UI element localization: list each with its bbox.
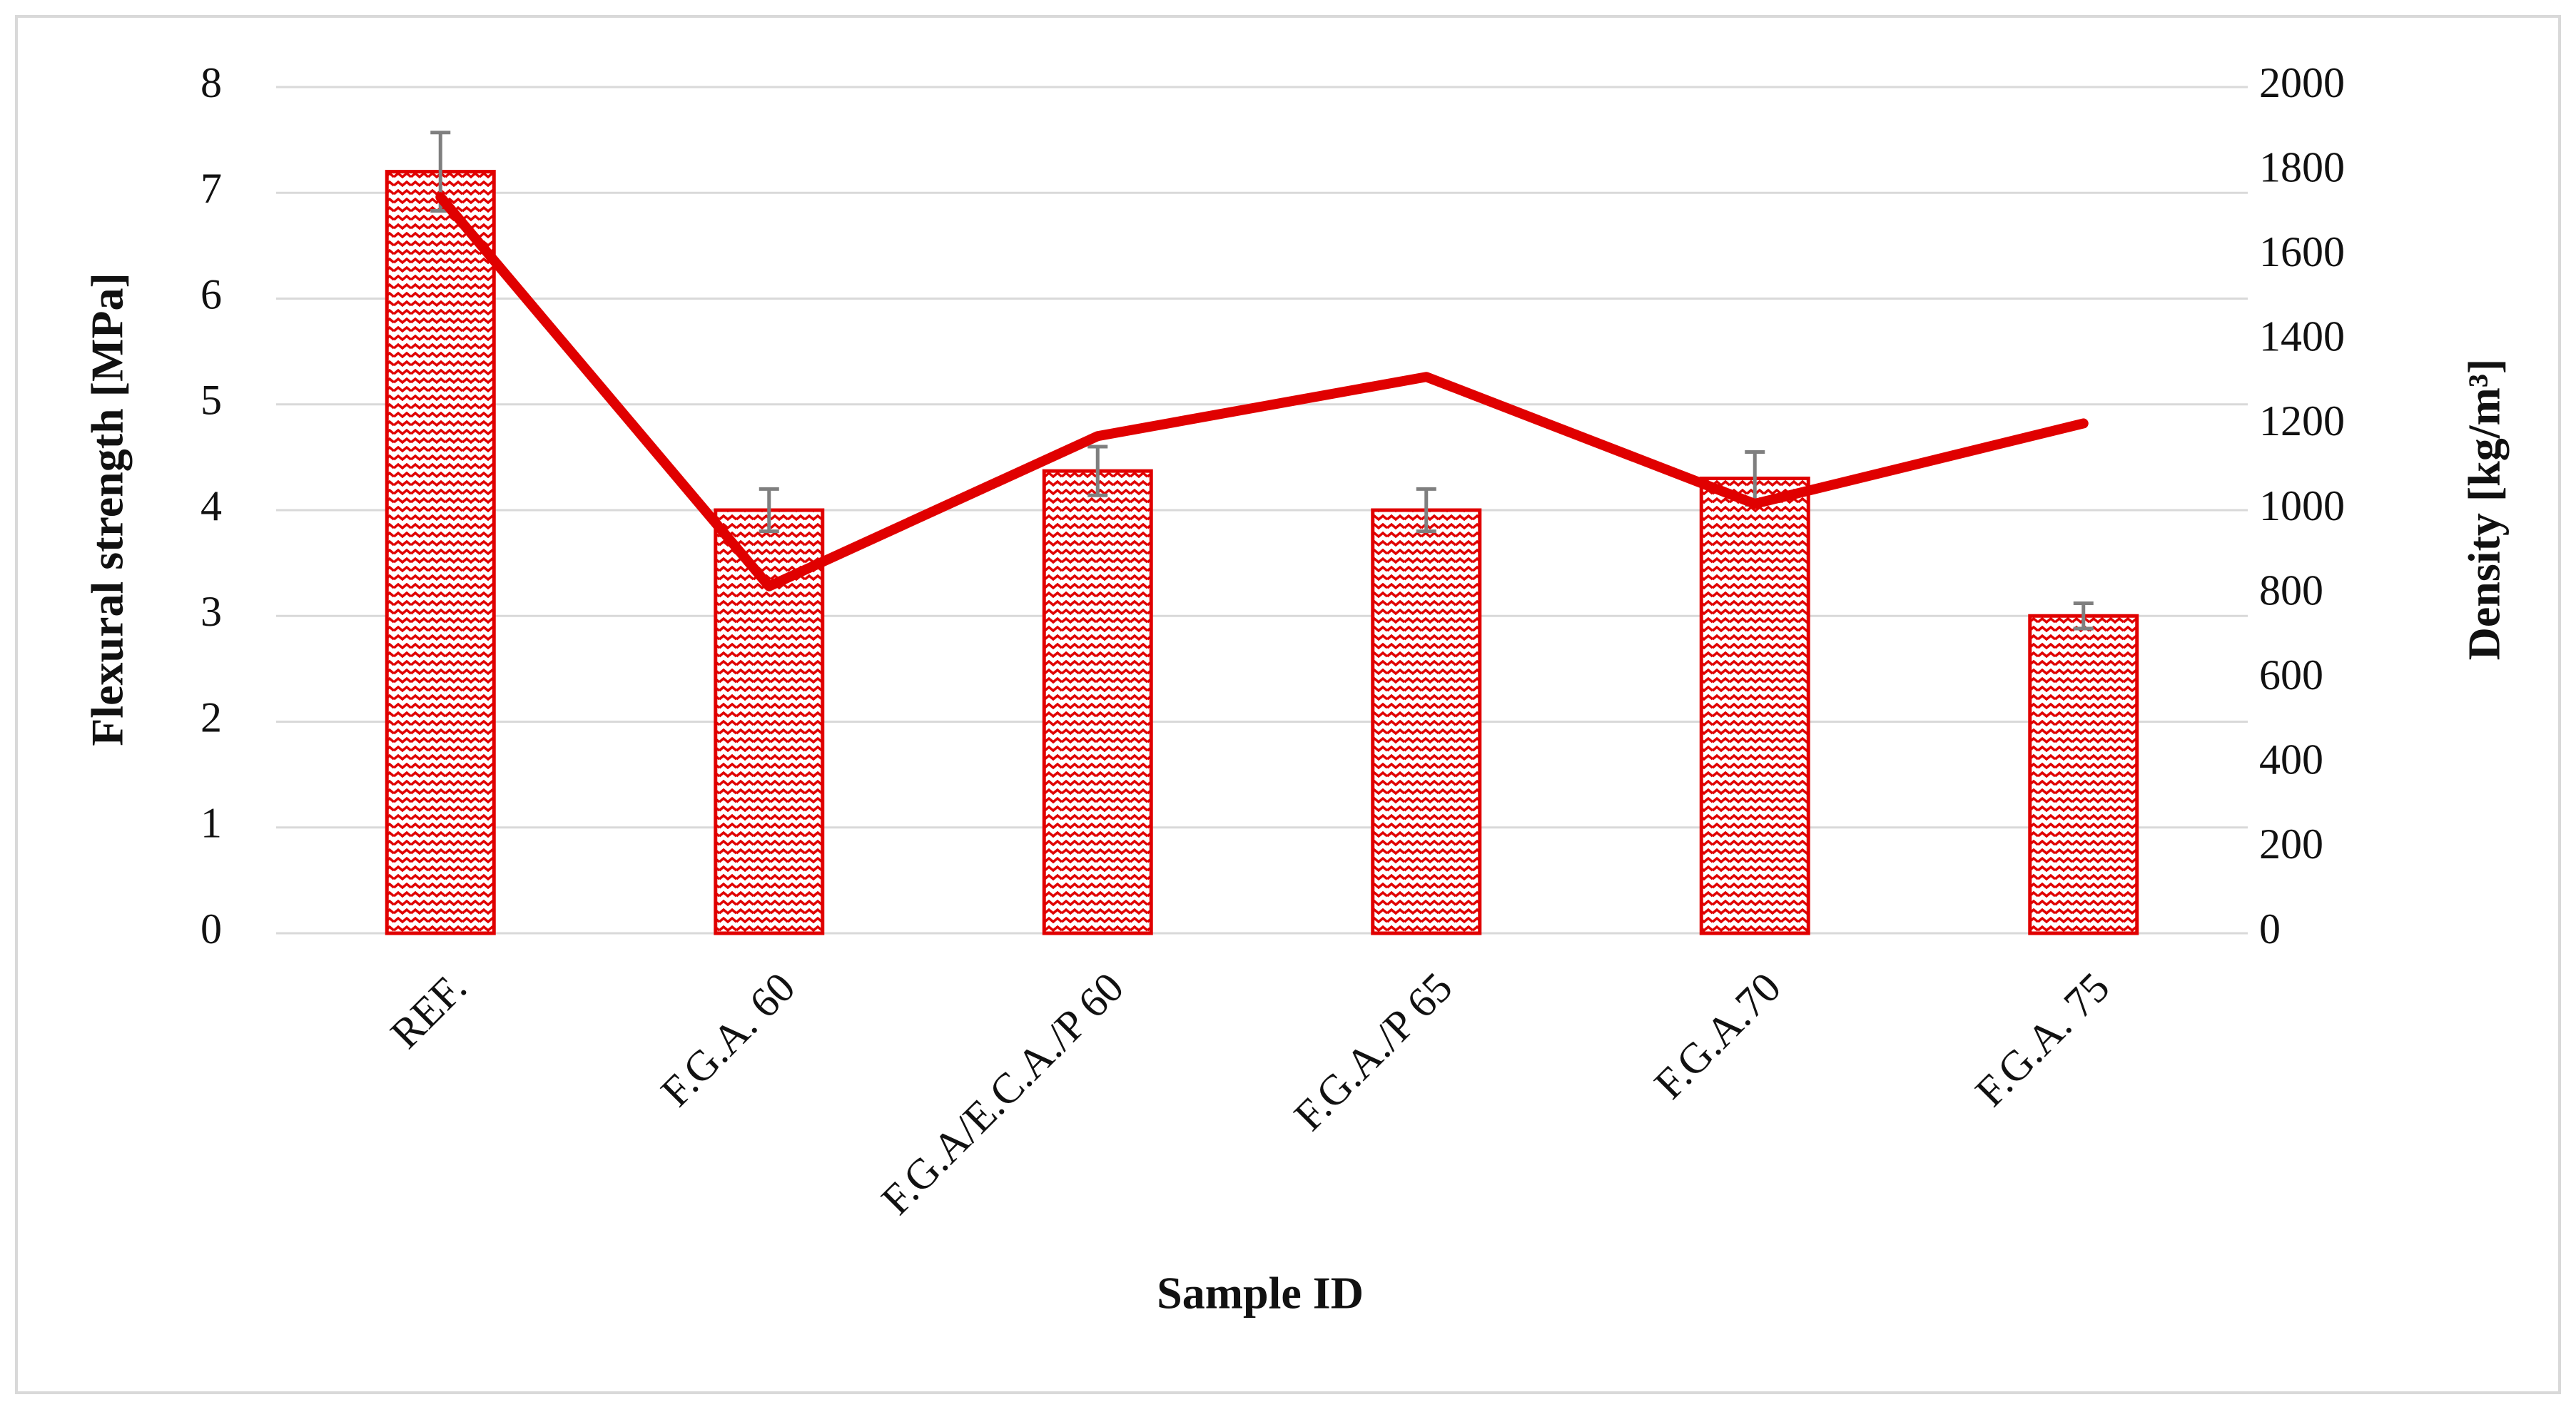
bar <box>385 170 496 935</box>
line <box>435 192 2089 591</box>
y-tick-label: 3 <box>201 588 222 635</box>
bar <box>1699 477 1810 935</box>
y2-tick-label: 1400 <box>2259 313 2345 360</box>
y2-tick-label: 800 <box>2259 567 2323 614</box>
y2-tick-label: 600 <box>2259 651 2323 699</box>
x-axis-title: Sample ID <box>1157 1268 1364 1319</box>
y-tick-label: 0 <box>201 905 222 953</box>
y-tick-label: 1 <box>201 800 222 847</box>
y-tick-label: 4 <box>201 482 222 529</box>
y2-tick-label: 1600 <box>2259 228 2345 275</box>
y-tick-label: 2 <box>201 694 222 741</box>
y2-axis-title: Density [kg/m³] <box>2459 359 2510 661</box>
y2-tick-label: 1800 <box>2259 143 2345 191</box>
error-bar <box>1416 487 1436 534</box>
error-bar <box>759 487 779 534</box>
y-axis-title: Flexural strength [MPa] <box>82 273 133 746</box>
y2-tick-label: 200 <box>2259 821 2323 868</box>
bar <box>2028 614 2139 935</box>
y2-tick-label: 1000 <box>2259 482 2345 529</box>
y2-tick-label: 1200 <box>2259 397 2345 445</box>
y-tick-label: 5 <box>201 377 222 424</box>
error-bar <box>2073 601 2094 631</box>
y-tick-label: 6 <box>201 270 222 318</box>
error-bar <box>1087 445 1108 497</box>
y-tick-label: 8 <box>201 59 222 106</box>
y2-tick-label: 0 <box>2259 905 2281 953</box>
y-tick-label: 7 <box>201 165 222 212</box>
bar <box>1042 469 1153 935</box>
y2-tick-label: 2000 <box>2259 59 2345 106</box>
bar <box>1371 508 1482 935</box>
y2-tick-label: 400 <box>2259 736 2323 783</box>
